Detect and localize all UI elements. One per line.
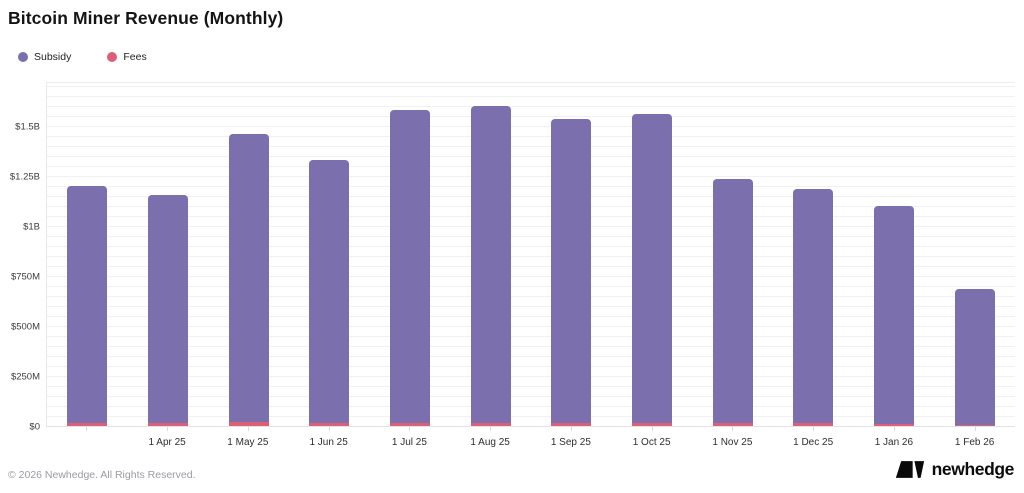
x-axis-cell: 1 Jun 25 xyxy=(288,427,369,457)
plot-area xyxy=(46,82,1015,427)
subsidy-bar-segment[interactable] xyxy=(390,109,430,424)
fees-bar-segment[interactable] xyxy=(954,424,995,426)
bar-1-oct-25[interactable] xyxy=(632,113,672,426)
fees-bar-segment[interactable] xyxy=(309,423,350,426)
x-tick-mark xyxy=(490,427,492,431)
subsidy-bar-segment[interactable] xyxy=(874,206,914,425)
legend: Subsidy Fees xyxy=(18,51,147,63)
bar-1-jun-25[interactable] xyxy=(309,159,350,426)
bar-1-jul-25[interactable] xyxy=(390,109,430,426)
legend-item-fees[interactable]: Fees xyxy=(107,51,147,63)
bar-1-sep-25[interactable] xyxy=(551,118,592,426)
bar-1-nov-25[interactable] xyxy=(712,179,753,426)
x-axis-cell: 1 May 25 xyxy=(208,427,289,457)
bar-1-feb-26[interactable] xyxy=(954,288,995,426)
y-tick-label: $0 xyxy=(29,421,40,433)
newhedge-wordmark: newhedge xyxy=(931,459,1015,479)
x-axis-cell: 1 Dec 25 xyxy=(773,427,854,457)
x-tick-mark xyxy=(409,427,411,431)
x-tick-label: 1 Jan 26 xyxy=(874,437,914,448)
x-tick-label: 1 Jul 25 xyxy=(391,437,427,448)
subsidy-bar-segment[interactable] xyxy=(67,186,108,424)
y-tick-label: $1.5B xyxy=(15,121,40,133)
bar-1-jan-26[interactable] xyxy=(874,206,914,426)
y-axis-labels: $0 $250M $500M $750M $1B $1.25B $1.5B xyxy=(0,82,40,433)
x-tick-mark xyxy=(893,427,895,431)
legend-label: Subsidy xyxy=(34,51,72,63)
page-title: Bitcoin Miner Revenue (Monthly) xyxy=(8,8,284,28)
x-tick-mark xyxy=(651,427,653,431)
legend-dot-icon xyxy=(107,52,118,62)
copyright-text: © 2026 Newhedge. All Rights Reserved. xyxy=(8,469,196,481)
y-tick-label: $250M xyxy=(10,371,40,383)
legend-label: Fees xyxy=(123,51,147,63)
bar-1-apr-25[interactable] xyxy=(148,195,188,426)
x-tick-label: 1 Jun 25 xyxy=(309,437,348,448)
x-tick-mark xyxy=(813,427,815,431)
fees-bar-segment[interactable] xyxy=(148,423,188,426)
bar-1-aug-25[interactable] xyxy=(470,105,511,426)
fees-bar-segment[interactable] xyxy=(632,422,672,426)
newhedge-logo[interactable]: newhedge xyxy=(895,459,1014,480)
x-tick-mark xyxy=(570,427,572,431)
bar-1-may-25[interactable] xyxy=(228,133,269,426)
x-tick-mark xyxy=(167,427,169,431)
y-tick-label: $1.25B xyxy=(9,171,40,183)
subsidy-bar-segment[interactable] xyxy=(793,189,834,424)
subsidy-bar-segment[interactable] xyxy=(712,179,753,424)
fees-bar-segment[interactable] xyxy=(228,422,269,426)
subsidy-bar-segment[interactable] xyxy=(470,105,511,424)
x-tick-label: 1 Sep 25 xyxy=(550,437,591,448)
x-axis-cell: 1 Jan 26 xyxy=(854,427,935,457)
subsidy-bar-segment[interactable] xyxy=(632,113,672,423)
subsidy-bar-segment[interactable] xyxy=(309,159,350,424)
x-tick-mark xyxy=(247,427,249,431)
x-axis-cell: 1 Jul 25 xyxy=(369,427,450,457)
subsidy-bar-segment[interactable] xyxy=(551,118,592,424)
x-axis-cell: 1 Apr 25 xyxy=(127,427,208,457)
y-tick-label: $1B xyxy=(23,221,40,233)
x-tick-mark xyxy=(86,427,88,431)
fees-bar-segment[interactable] xyxy=(874,424,914,426)
fees-bar-segment[interactable] xyxy=(390,423,430,426)
x-tick-label: 1 Dec 25 xyxy=(793,437,834,448)
x-axis-cell: 1 Aug 25 xyxy=(450,427,531,457)
x-tick-mark xyxy=(328,427,330,431)
bar-first-month[interactable] xyxy=(67,186,108,426)
x-axis-cell: 1 Oct 25 xyxy=(611,427,692,457)
x-tick-label: 1 Oct 25 xyxy=(632,437,671,448)
subsidy-bar-segment[interactable] xyxy=(148,195,188,424)
fees-bar-segment[interactable] xyxy=(551,423,592,426)
x-tick-label: 1 Nov 25 xyxy=(712,437,753,448)
bar-1-dec-25[interactable] xyxy=(793,189,834,426)
x-axis-labels: 1 Apr 25 1 May 25 1 Jun 25 1 Jul 25 1 Aug 25… xyxy=(46,427,1015,457)
x-tick-label: 1 Feb 26 xyxy=(954,437,995,448)
x-tick-mark xyxy=(974,427,976,431)
newhedge-logo-icon xyxy=(895,459,925,480)
x-axis-cell: 1 Nov 25 xyxy=(692,427,773,457)
x-tick-label: 1 Apr 25 xyxy=(148,437,186,448)
legend-dot-icon xyxy=(18,52,28,62)
y-tick-label: $750M xyxy=(10,271,40,283)
x-tick-label: 1 May 25 xyxy=(227,437,269,448)
x-tick-mark xyxy=(732,427,734,431)
fees-bar-segment[interactable] xyxy=(67,423,108,426)
x-axis-cell: 1 Sep 25 xyxy=(531,427,612,457)
x-axis-cell xyxy=(46,427,127,457)
fees-bar-segment[interactable] xyxy=(470,423,511,426)
x-axis-cell: 1 Feb 26 xyxy=(934,427,1015,457)
fees-bar-segment[interactable] xyxy=(712,423,753,426)
subsidy-bar-segment[interactable] xyxy=(954,288,995,425)
y-tick-label: $500M xyxy=(10,321,40,333)
subsidy-bar-segment[interactable] xyxy=(228,133,269,423)
legend-item-subsidy[interactable]: Subsidy xyxy=(18,51,71,63)
x-tick-label: 1 Aug 25 xyxy=(470,437,510,448)
fees-bar-segment[interactable] xyxy=(793,423,834,426)
